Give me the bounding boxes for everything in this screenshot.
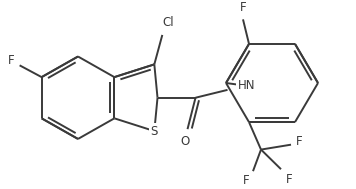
Text: S: S xyxy=(151,125,158,138)
Text: HN: HN xyxy=(237,79,255,92)
Text: F: F xyxy=(8,54,15,67)
Text: O: O xyxy=(180,135,189,148)
Text: F: F xyxy=(243,174,249,187)
Text: Cl: Cl xyxy=(162,16,174,29)
Text: F: F xyxy=(296,135,302,148)
Text: F: F xyxy=(240,1,246,14)
Text: F: F xyxy=(286,173,292,186)
